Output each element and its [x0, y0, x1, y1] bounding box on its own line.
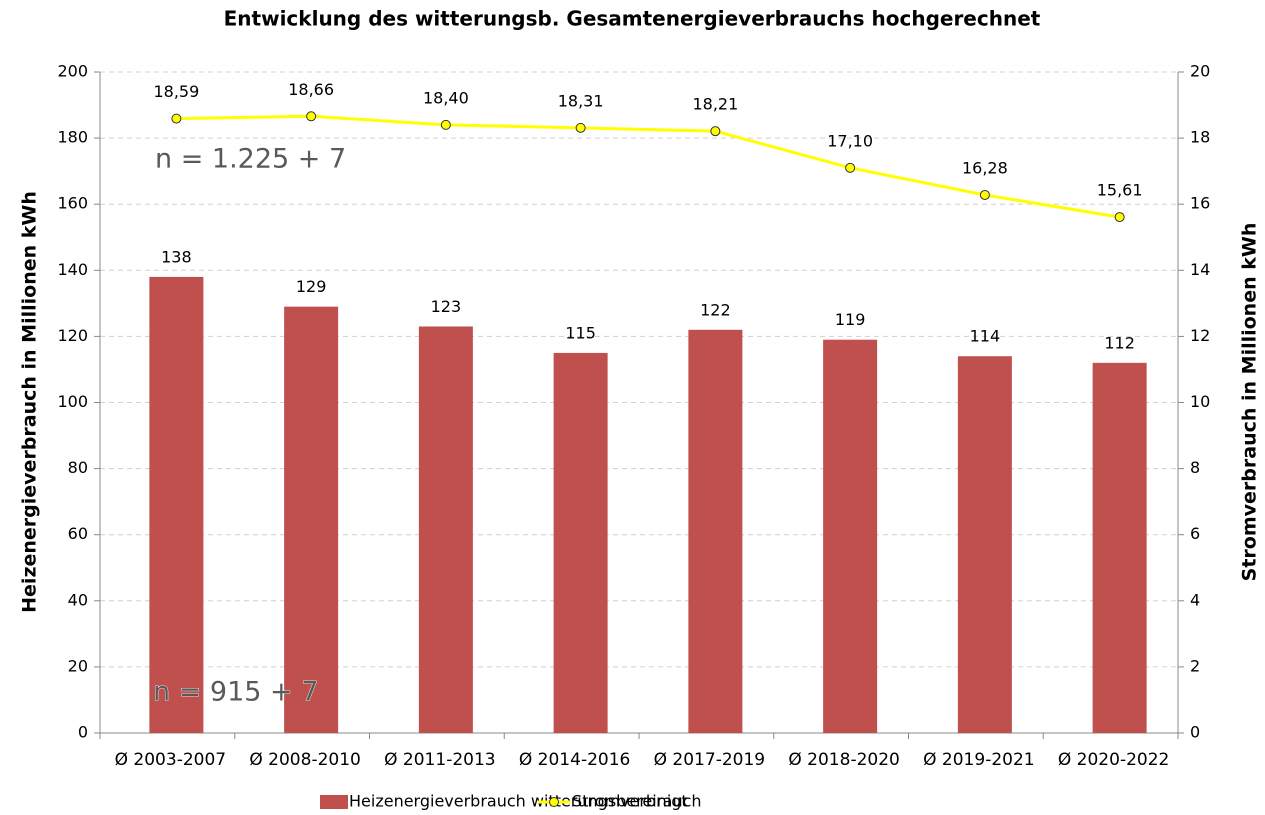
- y-axis-label: Heizenergieverbrauch in Millionen kWh: [19, 191, 41, 613]
- chart-title: Entwicklung des witterungsb. Gesamtenerg…: [224, 7, 1041, 31]
- y-tick-label: 120: [57, 326, 88, 345]
- bar: [688, 329, 743, 733]
- x-tick-label: Ø 2017-2019: [654, 750, 765, 770]
- line-value-label: 17,10: [827, 131, 873, 150]
- line: [176, 114, 1120, 219]
- line-value-label: 18,66: [288, 80, 334, 99]
- annotation: n = 1.225 + 7: [155, 144, 346, 175]
- bar-value-label: 112: [1104, 333, 1135, 352]
- bar: [957, 356, 1012, 733]
- x-tick-label: Ø 2011-2013: [384, 750, 495, 770]
- bar-value-label: 123: [431, 297, 462, 316]
- line-value-label: 18,31: [558, 91, 604, 110]
- bar-value-label: 114: [970, 327, 1001, 346]
- y2-tick-label: 18: [1190, 128, 1210, 147]
- y2-tick-label: 16: [1190, 194, 1210, 213]
- y2-tick-label: 14: [1190, 260, 1210, 279]
- y2-tick-label: 6: [1190, 524, 1200, 543]
- line-value-label: 16,28: [962, 158, 1008, 177]
- y-tick-label: 140: [57, 260, 88, 279]
- line-value-label: 15,61: [1097, 181, 1143, 200]
- y2-tick-label: 4: [1190, 590, 1200, 609]
- line-marker: [979, 189, 990, 200]
- x-tick-label: Ø 2003-2007: [115, 750, 226, 770]
- bar: [418, 326, 473, 733]
- bar: [149, 276, 204, 733]
- bar: [1092, 362, 1147, 733]
- line-marker: [575, 122, 586, 133]
- annotation: n = 915 + 7: [153, 677, 318, 708]
- y-tick-label: 40: [68, 590, 88, 609]
- bar-value-label: 119: [835, 310, 866, 329]
- legend-label: Stromverbrauch: [572, 792, 702, 811]
- y2-tick-label: 8: [1190, 458, 1200, 477]
- y-tick-label: 160: [57, 194, 88, 213]
- y-tick-label: 200: [57, 62, 88, 81]
- y2-tick-label: 20: [1190, 62, 1210, 81]
- line-marker: [171, 113, 182, 124]
- legend-swatch: [320, 795, 348, 809]
- x-tick-label: Ø 2008-2010: [249, 750, 360, 770]
- y-tick-label: 20: [68, 656, 88, 675]
- line-marker: [710, 126, 721, 137]
- bar-value-label: 115: [565, 323, 596, 342]
- y-tick-label: 60: [68, 524, 88, 543]
- y2-axis-label: Stromverbrauch in Millionen kWh: [1239, 223, 1261, 582]
- y2-tick-label: 10: [1190, 392, 1210, 411]
- y2-tick-label: 12: [1190, 326, 1210, 345]
- line-marker: [845, 162, 856, 173]
- x-tick-label: Ø 2019-2021: [923, 750, 1034, 770]
- line-value-label: 18,59: [153, 82, 199, 101]
- y-tick-label: 100: [57, 392, 88, 411]
- bar: [553, 352, 608, 733]
- legend-marker: [549, 797, 559, 807]
- bar-value-label: 129: [296, 277, 327, 296]
- line-marker: [440, 119, 451, 130]
- y-tick-label: 180: [57, 128, 88, 147]
- bar: [823, 339, 878, 733]
- y2-tick-label: 2: [1190, 656, 1200, 675]
- legend-label: Heizenergieverbrauch witterungsbereinigt: [349, 792, 688, 811]
- line-marker: [1114, 212, 1125, 223]
- bar: [284, 306, 339, 733]
- y-tick-label: 0: [78, 723, 88, 742]
- line-value-label: 18,21: [692, 95, 738, 114]
- line-value-label: 18,40: [423, 88, 469, 107]
- x-tick-label: Ø 2018-2020: [788, 750, 899, 770]
- y-tick-label: 80: [68, 458, 88, 477]
- bar-value-label: 138: [161, 247, 192, 266]
- line-marker: [306, 111, 317, 122]
- x-tick-label: Ø 2020-2022: [1058, 750, 1169, 770]
- x-tick-label: Ø 2014-2016: [519, 750, 630, 770]
- y2-tick-label: 0: [1190, 723, 1200, 742]
- bar-value-label: 122: [700, 300, 731, 319]
